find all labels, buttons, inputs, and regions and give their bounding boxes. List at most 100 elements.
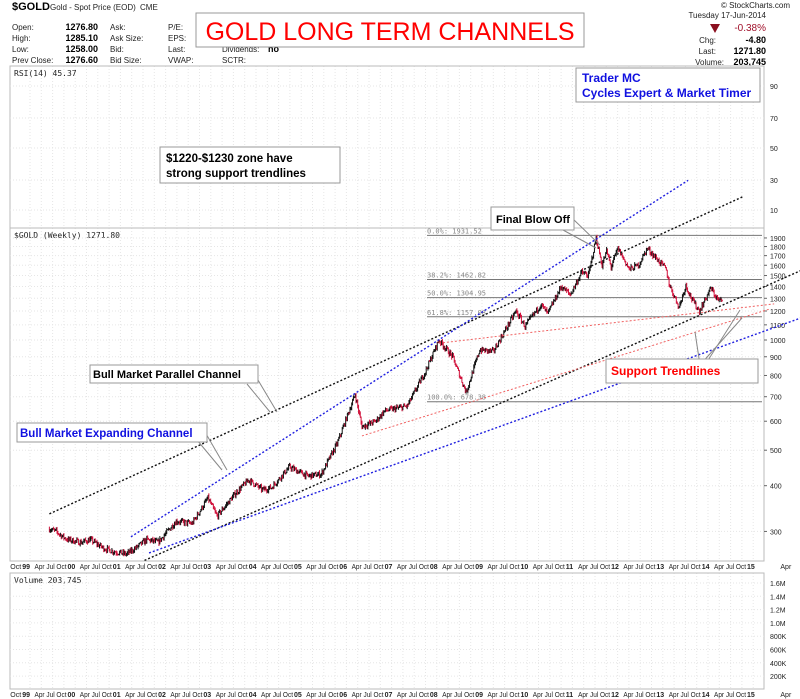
volume-tick-label: 1.6M (770, 581, 786, 588)
down-arrow-icon (710, 24, 720, 33)
quote-label: High: (12, 34, 31, 43)
x-tick-year: 14 (702, 564, 710, 571)
price-tick-label: 900 (770, 355, 782, 362)
x-tick-year: 00 (68, 692, 76, 699)
quote-value: 1271.80 (733, 46, 766, 56)
price-tick-label: 1300 (770, 296, 786, 303)
price-tick-label: 1600 (770, 263, 786, 270)
price-tick-label: 600 (770, 419, 782, 426)
x-tick-label: Apr Jul Oct (306, 564, 338, 571)
quote-value: 203,745 (733, 57, 766, 67)
x-tick-year: 11 (566, 564, 574, 571)
support-trendlines-annotation: Support Trendlines (605, 309, 759, 384)
volume-tick-label: 1.4M (770, 594, 786, 601)
support-zone-annotation: $1220-$1230 zone have strong support tre… (159, 146, 341, 184)
quote-label: VWAP: (168, 56, 193, 65)
x-tick-year: 12 (611, 564, 619, 571)
x-tick-label: Apr Jul Oct (442, 692, 474, 699)
price-tick-label: 800 (770, 373, 782, 380)
x-tick-label: Apr Jul Oct (216, 692, 248, 699)
x-tick-year: 13 (656, 692, 664, 699)
support-zone-line1: $1220-$1230 zone have (166, 153, 293, 165)
x-tick-year: 00 (68, 564, 76, 571)
quote-value: 1258.00 (65, 44, 98, 54)
x-tick-label: Apr Jul Oct (533, 564, 565, 571)
quote-label: P/E: (168, 23, 183, 32)
x-tick-year: 07 (385, 692, 393, 699)
x-tick-label: Apr Jul Oct (397, 564, 429, 571)
quote-label: Low: (12, 45, 29, 54)
quote-value: 1285.10 (65, 33, 98, 43)
trendline-parallel-upper (49, 196, 743, 515)
author-line2: Cycles Expert & Market Timer (582, 86, 752, 100)
x-tick-year: 99 (22, 564, 30, 571)
x-tick-year: 06 (339, 692, 347, 699)
rsi-tick-label: 10 (770, 208, 778, 215)
trendline-expanding-lower (148, 317, 800, 554)
exchange: CME (140, 3, 158, 12)
x-tick-year: 08 (430, 564, 438, 571)
x-tick-label: Apr Jul Oct (488, 564, 520, 571)
x-tick-label: Apr Jul Oct (488, 692, 520, 699)
price-panel-label: $GOLD (Weekly) 1271.80 (14, 231, 120, 240)
x-axis-price: Oct 99 Apr Jul Oct 00 Apr Jul Oct 01 Apr Jul O… (10, 564, 792, 571)
price-tick-label: 1400 (770, 285, 786, 292)
price-tick-label: 1000 (770, 338, 786, 345)
quote-label: Bid: (110, 45, 124, 54)
x-tick-year: 04 (249, 564, 257, 571)
x-tick-year: 05 (294, 692, 302, 699)
x-tick-label: Apr Jul Oct (623, 564, 655, 571)
fib-label: 38.2%: 1462.82 (427, 272, 486, 280)
x-tick-label: Apr Jul Oct (669, 564, 701, 571)
rsi-tick-label: 30 (770, 178, 778, 185)
quote-label: Prev Close: (12, 56, 53, 65)
x-tick-year: 01 (113, 564, 121, 571)
quote-label: Open: (12, 23, 34, 32)
x-tick-label: Apr Jul Oct (125, 692, 157, 699)
price-tick-label: 700 (770, 395, 782, 402)
volume-tick-label: 1.2M (770, 608, 786, 615)
quote-label: Last: (168, 45, 185, 54)
x-tick-year: 05 (294, 564, 302, 571)
price-tick-label: 1800 (770, 245, 786, 252)
trendline-support-lower (361, 308, 770, 437)
pct-change: -0.38% (734, 23, 766, 34)
x-tick-label: Apr Jul Oct (35, 564, 67, 571)
x-tick-label: Apr Jul Oct (352, 564, 384, 571)
author-line1: Trader MC (582, 71, 641, 85)
fibonacci-retracements: 0.0%: 1931.52 38.2%: 1462.82 50.0%: 1304.9… (427, 227, 762, 403)
x-tick-year: 13 (656, 564, 664, 571)
x-tick-year: 01 (113, 692, 121, 699)
x-tick-label: Apr Jul Oct (35, 692, 67, 699)
fib-label: 61.8%: 1157.08 (427, 309, 486, 317)
x-tick-label: Apr Jul Oct (125, 564, 157, 571)
support-zone-line2: strong support trendlines (166, 168, 306, 180)
x-tick-label: Apr Jul Oct (261, 692, 293, 699)
x-tick-year: 04 (249, 692, 257, 699)
volume-panel (9, 572, 765, 690)
x-tick-year: 99 (22, 692, 30, 699)
x-tick-label: Oct (10, 692, 21, 699)
x-tick-label: Apr Jul Oct (216, 564, 248, 571)
volume-axis: 1.6M 1.4M 1.2M 1.0M 800K 600K 400K 200K (10, 581, 787, 681)
price-tick-label: 1900 (770, 236, 786, 243)
symbol: $GOLD (12, 1, 50, 13)
x-tick-year: 02 (158, 564, 166, 571)
quote-value: 1276.80 (65, 22, 98, 32)
parallel-channel-annotation: Bull Market Parallel Channel (89, 364, 278, 413)
price-tick-label: 300 (770, 529, 782, 536)
x-tick-year: 03 (203, 692, 211, 699)
x-tick-year: 14 (702, 692, 710, 699)
x-tick-label: Apr (780, 564, 792, 571)
quote-date: Tuesday 17-Jun-2014 (688, 11, 766, 20)
title-annotation: GOLD LONG TERM CHANNELS (195, 12, 585, 48)
quote-value: -4.80 (745, 35, 766, 45)
x-tick-year: 11 (566, 692, 574, 699)
x-tick-year: 06 (339, 564, 347, 571)
dividends-label: Dividends: (222, 45, 259, 54)
sctr-label: SCTR: (222, 56, 246, 65)
rsi-tick-label: 90 (770, 84, 778, 91)
x-tick-year: 09 (475, 564, 483, 571)
x-tick-label: Apr Jul Oct (261, 564, 293, 571)
final-blow-off-text: Final Blow Off (496, 214, 570, 226)
